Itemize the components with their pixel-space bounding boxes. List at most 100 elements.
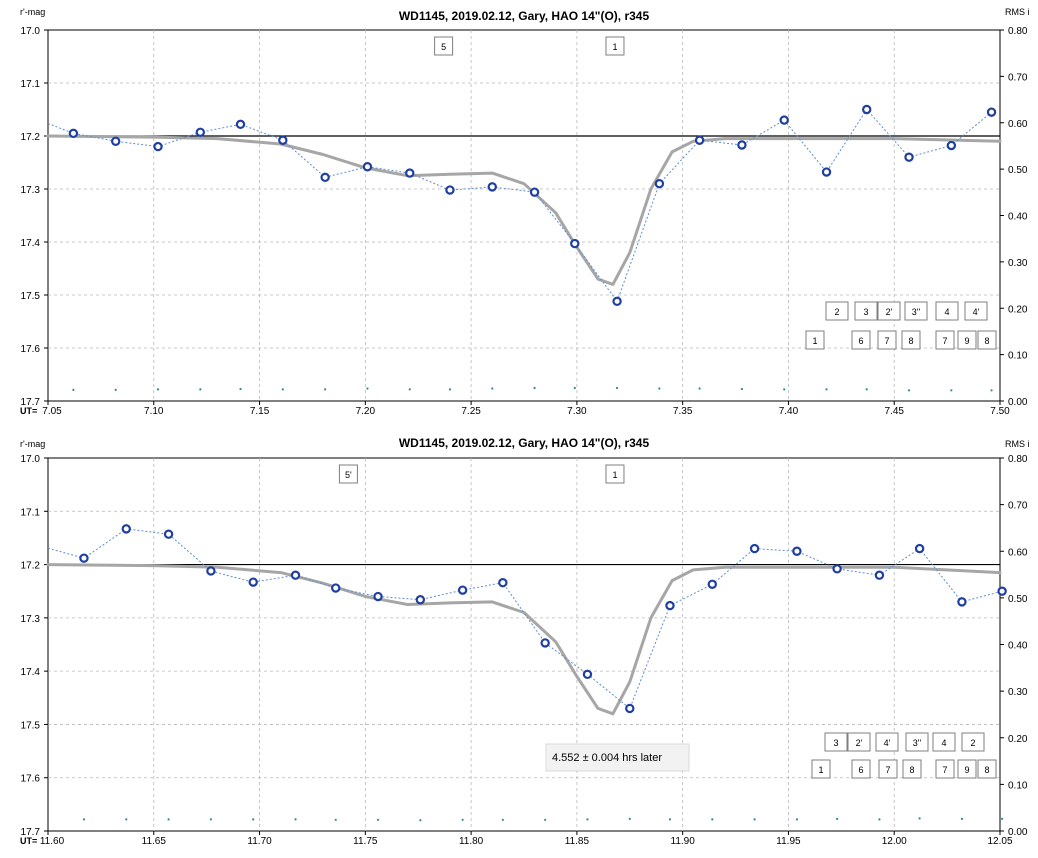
data-point (405, 168, 415, 178)
y-tick-label-left: 17.3 (21, 614, 41, 625)
annotation-box-label: 4' (884, 738, 891, 748)
annotation-box (878, 759, 898, 779)
x-tick-label: 11.75 (353, 836, 378, 847)
y-tick-label-left: 17.4 (21, 667, 41, 678)
y-tick-label-left: 17.7 (21, 827, 41, 838)
annotation-box (932, 732, 956, 752)
y-tick-label-right: 0.80 (1008, 454, 1028, 465)
rms-point (950, 389, 953, 392)
annotation-box-label: 8 (908, 336, 913, 346)
y-tick-label-right: 0.30 (1008, 687, 1028, 698)
y-tick-label-right: 0.80 (1008, 26, 1028, 37)
data-point (792, 546, 802, 556)
x-tick-label: 7.50 (990, 406, 1010, 417)
y-axis-label-left: r'-mag (20, 439, 45, 449)
rms-point (711, 818, 714, 821)
annotation-box-label: 2 (834, 307, 839, 317)
rms-point (918, 817, 921, 820)
y-tick-label-left: 17.3 (21, 185, 41, 196)
time-offset-note-box (545, 743, 690, 772)
y-axis-label-right: RMS i (1005, 7, 1030, 17)
annotation-box (877, 301, 901, 321)
rms-point (990, 389, 993, 392)
y-tick-label-left: 17.5 (21, 291, 41, 302)
x-tick-label: 7.15 (250, 406, 270, 417)
rms-point (72, 388, 75, 391)
annotation-box-label: 3 (863, 307, 868, 317)
annotation-box (825, 301, 849, 321)
rms-point (668, 818, 672, 821)
y-tick-label-left: 17.6 (21, 774, 41, 785)
annotation-box (847, 732, 871, 752)
data-point (986, 107, 997, 117)
annotation-box-label: 3'' (912, 307, 921, 317)
annotation-box (935, 330, 955, 350)
plot-area (47, 29, 1001, 402)
model-curve (46, 563, 1002, 716)
annotation-box (605, 36, 625, 56)
annotation-box-label: 8 (984, 336, 989, 346)
data-point (163, 529, 174, 539)
rms-point (491, 387, 494, 390)
annotation-box (811, 759, 831, 779)
data-point (195, 127, 206, 137)
rms-point (408, 388, 411, 391)
annotation-box (851, 330, 871, 350)
data-point (498, 577, 508, 588)
annotation-box-label: 2' (886, 307, 893, 317)
y-tick-label-left: 17.5 (21, 720, 41, 731)
data-point (331, 583, 341, 593)
annotation-box (902, 759, 922, 779)
rms-point (960, 817, 964, 820)
annotation-box-label: 1 (812, 336, 817, 346)
rms-point (501, 818, 504, 821)
rms-point (294, 818, 297, 821)
y-tick-label-left: 17.7 (21, 397, 41, 408)
data-point (362, 162, 373, 172)
data-point (457, 585, 468, 595)
rms-point (740, 387, 744, 391)
x-tick-label: 7.30 (567, 406, 587, 417)
y-tick-label-left: 17.1 (21, 507, 41, 518)
annotation-box (854, 301, 878, 321)
data-point (582, 669, 593, 680)
x-tick-label: 11.95 (776, 836, 801, 847)
annotation-box-label: 7 (884, 336, 889, 346)
x-tick-label: 11.60 (40, 836, 65, 847)
x-tick-label: 11.90 (671, 836, 696, 847)
rms-point (825, 388, 828, 391)
annotation-box (605, 464, 625, 484)
annotation-box-label: 7 (942, 765, 947, 775)
data-point (121, 524, 131, 534)
y-tick-label-left: 17.1 (21, 79, 41, 90)
data-point (874, 570, 885, 580)
annotation-box-label: 8 (984, 765, 989, 775)
data-point (749, 543, 760, 554)
x-tick-label: 7.40 (779, 406, 799, 417)
x-tick-label: 11.80 (459, 836, 484, 847)
x-tick-label: 7.45 (884, 406, 904, 417)
x-tick-label: 11.70 (247, 836, 272, 847)
rms-point (324, 388, 327, 391)
data-point (821, 167, 832, 177)
y-axis-label-right: RMS i (1005, 439, 1030, 449)
annotation-box-label: 4' (973, 307, 980, 317)
data-point (248, 577, 258, 587)
annotation-box-label: 7 (885, 765, 890, 775)
data-point (235, 119, 246, 130)
rms-point (615, 386, 619, 390)
rms-point (281, 388, 284, 391)
y-tick-label-right: 0.50 (1008, 165, 1028, 176)
data-point (625, 703, 635, 714)
annotation-box-label: 6 (858, 765, 863, 775)
y-tick-label-right: 0.00 (1008, 827, 1028, 838)
annotation-box-label: 1 (612, 470, 617, 480)
x-axis-label: UT= (20, 836, 37, 846)
annotation-box (957, 759, 977, 779)
rms-point (125, 818, 128, 821)
y-tick-label-left: 17.2 (21, 132, 41, 143)
data-point (278, 135, 288, 145)
annotation-box-label: 7 (942, 336, 947, 346)
annotation-box-label: 5 (441, 42, 446, 52)
